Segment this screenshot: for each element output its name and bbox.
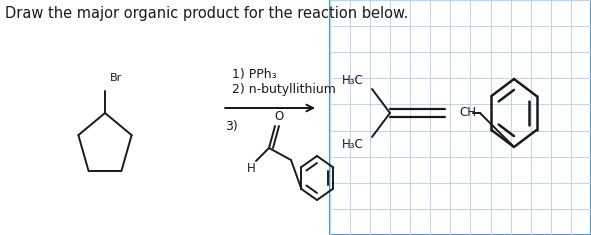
Bar (330, 0, 591, 235)
Text: 1) PPh₃: 1) PPh₃ (232, 68, 277, 81)
Text: O: O (274, 110, 284, 122)
Text: 2) n-butyllithium: 2) n-butyllithium (232, 83, 336, 96)
Text: H: H (246, 161, 255, 175)
Text: H₃C: H₃C (342, 74, 364, 87)
Text: H₃C: H₃C (342, 138, 364, 152)
Text: Draw the major organic product for the reaction below.: Draw the major organic product for the r… (5, 6, 408, 21)
Text: Br: Br (110, 73, 122, 83)
Text: CH: CH (459, 106, 476, 120)
Text: 3): 3) (225, 120, 238, 133)
